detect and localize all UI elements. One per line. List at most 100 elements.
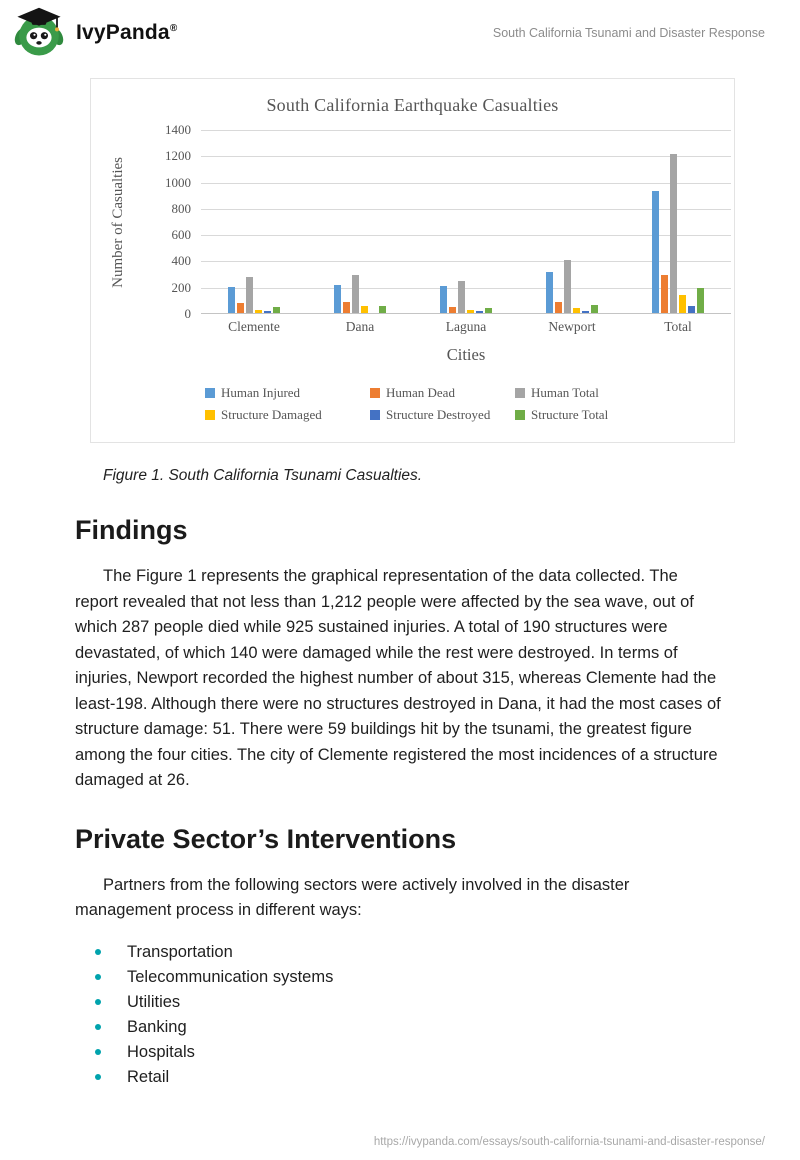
plot-area xyxy=(201,130,731,314)
bullet-icon xyxy=(95,999,101,1005)
legend-item: Human Injured xyxy=(205,385,370,401)
bar xyxy=(555,301,562,313)
private-sector-paragraph: Partners from the following sectors were… xyxy=(75,875,630,920)
y-tick-label: 400 xyxy=(171,253,192,269)
source-url-link[interactable]: https://ivypanda.com/essays/south-califo… xyxy=(373,1136,765,1148)
list-item: Retail xyxy=(95,1065,800,1090)
bar xyxy=(246,276,253,313)
legend-label: Structure Total xyxy=(531,407,609,422)
bar xyxy=(652,191,659,313)
chart-body: Number of Casualties 0 200 400 600 800 1000 12… xyxy=(105,122,734,321)
bar xyxy=(697,288,704,313)
legend-item: Structure Total xyxy=(515,407,734,423)
y-tick-label: 200 xyxy=(171,279,192,295)
figure-caption: Figure 1. South California Tsunami Casua… xyxy=(103,467,423,484)
x-tick-label: Newport xyxy=(548,319,596,334)
page-header: IvyPanda® South California Tsunami and D… xyxy=(0,0,800,58)
bullet-icon xyxy=(95,974,101,980)
brand-name[interactable]: IvyPanda® xyxy=(76,21,177,45)
heading-findings: Findings xyxy=(75,515,188,545)
legend-label: Human Dead xyxy=(386,385,455,400)
x-axis-title: Cities xyxy=(446,345,486,364)
legend-swatch-icon xyxy=(370,410,380,420)
bar-group-dana xyxy=(307,130,413,313)
gridline xyxy=(201,130,731,131)
list-item-label: Banking xyxy=(127,1017,187,1036)
legend-swatch-icon xyxy=(515,410,525,420)
x-labels: Clemente Dana Laguna Newport Total xyxy=(201,319,731,335)
bar xyxy=(264,310,271,313)
y-axis-title: Number of Casualties xyxy=(109,156,126,288)
bar xyxy=(476,311,483,313)
bar xyxy=(352,274,359,313)
bar xyxy=(688,306,695,313)
gridline xyxy=(201,208,731,210)
y-tick-label: 1200 xyxy=(165,148,191,164)
legend-label: Structure Destroyed xyxy=(386,407,491,422)
bar-groups xyxy=(201,130,731,313)
list-item-label: Utilities xyxy=(127,992,181,1011)
list-item: Utilities xyxy=(95,990,800,1015)
legend-label: Structure Damaged xyxy=(221,407,322,422)
sector-list: Transportation Telecommunication systems… xyxy=(95,940,800,1090)
bar xyxy=(591,305,598,313)
gridline xyxy=(201,287,731,289)
gridline xyxy=(201,235,731,237)
bullet-icon xyxy=(95,949,101,955)
bar xyxy=(440,286,447,313)
legend-item: Human Dead xyxy=(370,385,515,401)
y-tick-label: 0 xyxy=(184,306,192,321)
y-tick-label: 800 xyxy=(171,200,192,216)
registered-mark: ® xyxy=(169,23,178,34)
bar xyxy=(334,285,341,313)
gridline xyxy=(201,156,731,158)
bar-group-newport xyxy=(519,130,625,313)
y-ticks: 0 200 400 600 800 1000 1200 1400 xyxy=(131,122,201,321)
gridline xyxy=(201,182,731,184)
list-item-label: Hospitals xyxy=(127,1042,195,1061)
list-item-label: Telecommunication systems xyxy=(127,967,334,986)
y-tick-label: 1000 xyxy=(165,174,191,190)
legend-swatch-icon xyxy=(370,388,380,398)
bar xyxy=(343,302,350,313)
list-item: Telecommunication systems xyxy=(95,965,800,990)
x-tick-label: Dana xyxy=(345,319,375,334)
legend-item: Structure Destroyed xyxy=(370,407,515,423)
bar xyxy=(467,309,474,313)
bar xyxy=(679,294,686,313)
bar-group-laguna xyxy=(413,130,519,313)
x-tick-label: Clemente xyxy=(228,319,280,334)
bar xyxy=(546,271,553,313)
legend-swatch-icon xyxy=(205,410,215,420)
ivypanda-logo-icon[interactable] xyxy=(12,6,66,60)
figure-chart: South California Earthquake Casualties N… xyxy=(90,78,735,443)
legend-swatch-icon xyxy=(205,388,215,398)
bullet-icon xyxy=(95,1049,101,1055)
bar xyxy=(661,275,668,313)
chart-title: South California Earthquake Casualties xyxy=(266,95,559,115)
bar xyxy=(564,260,571,313)
bar xyxy=(379,306,386,313)
list-item: Hospitals xyxy=(95,1040,800,1065)
list-item: Transportation xyxy=(95,940,800,965)
bar-group-total xyxy=(625,130,731,313)
brand-text: IvyPanda xyxy=(76,21,170,44)
legend-item: Structure Damaged xyxy=(205,407,370,423)
y-tick-label: 600 xyxy=(171,227,192,243)
bar xyxy=(273,307,280,313)
bar xyxy=(485,308,492,313)
bar xyxy=(670,153,677,313)
bar xyxy=(573,307,580,313)
bar xyxy=(228,286,235,313)
bar xyxy=(449,307,456,313)
chart-legend: Human Injured Human Dead Human Total Struct… xyxy=(205,385,734,423)
legend-label: Human Total xyxy=(531,385,599,400)
legend-item: Human Total xyxy=(515,385,734,401)
bullet-icon xyxy=(95,1074,101,1080)
bullet-icon xyxy=(95,1024,101,1030)
bar xyxy=(582,310,589,313)
bar xyxy=(361,306,368,313)
document-title: South California Tsunami and Disaster Re… xyxy=(492,26,765,40)
bar xyxy=(458,280,465,313)
legend-swatch-icon xyxy=(515,388,525,398)
